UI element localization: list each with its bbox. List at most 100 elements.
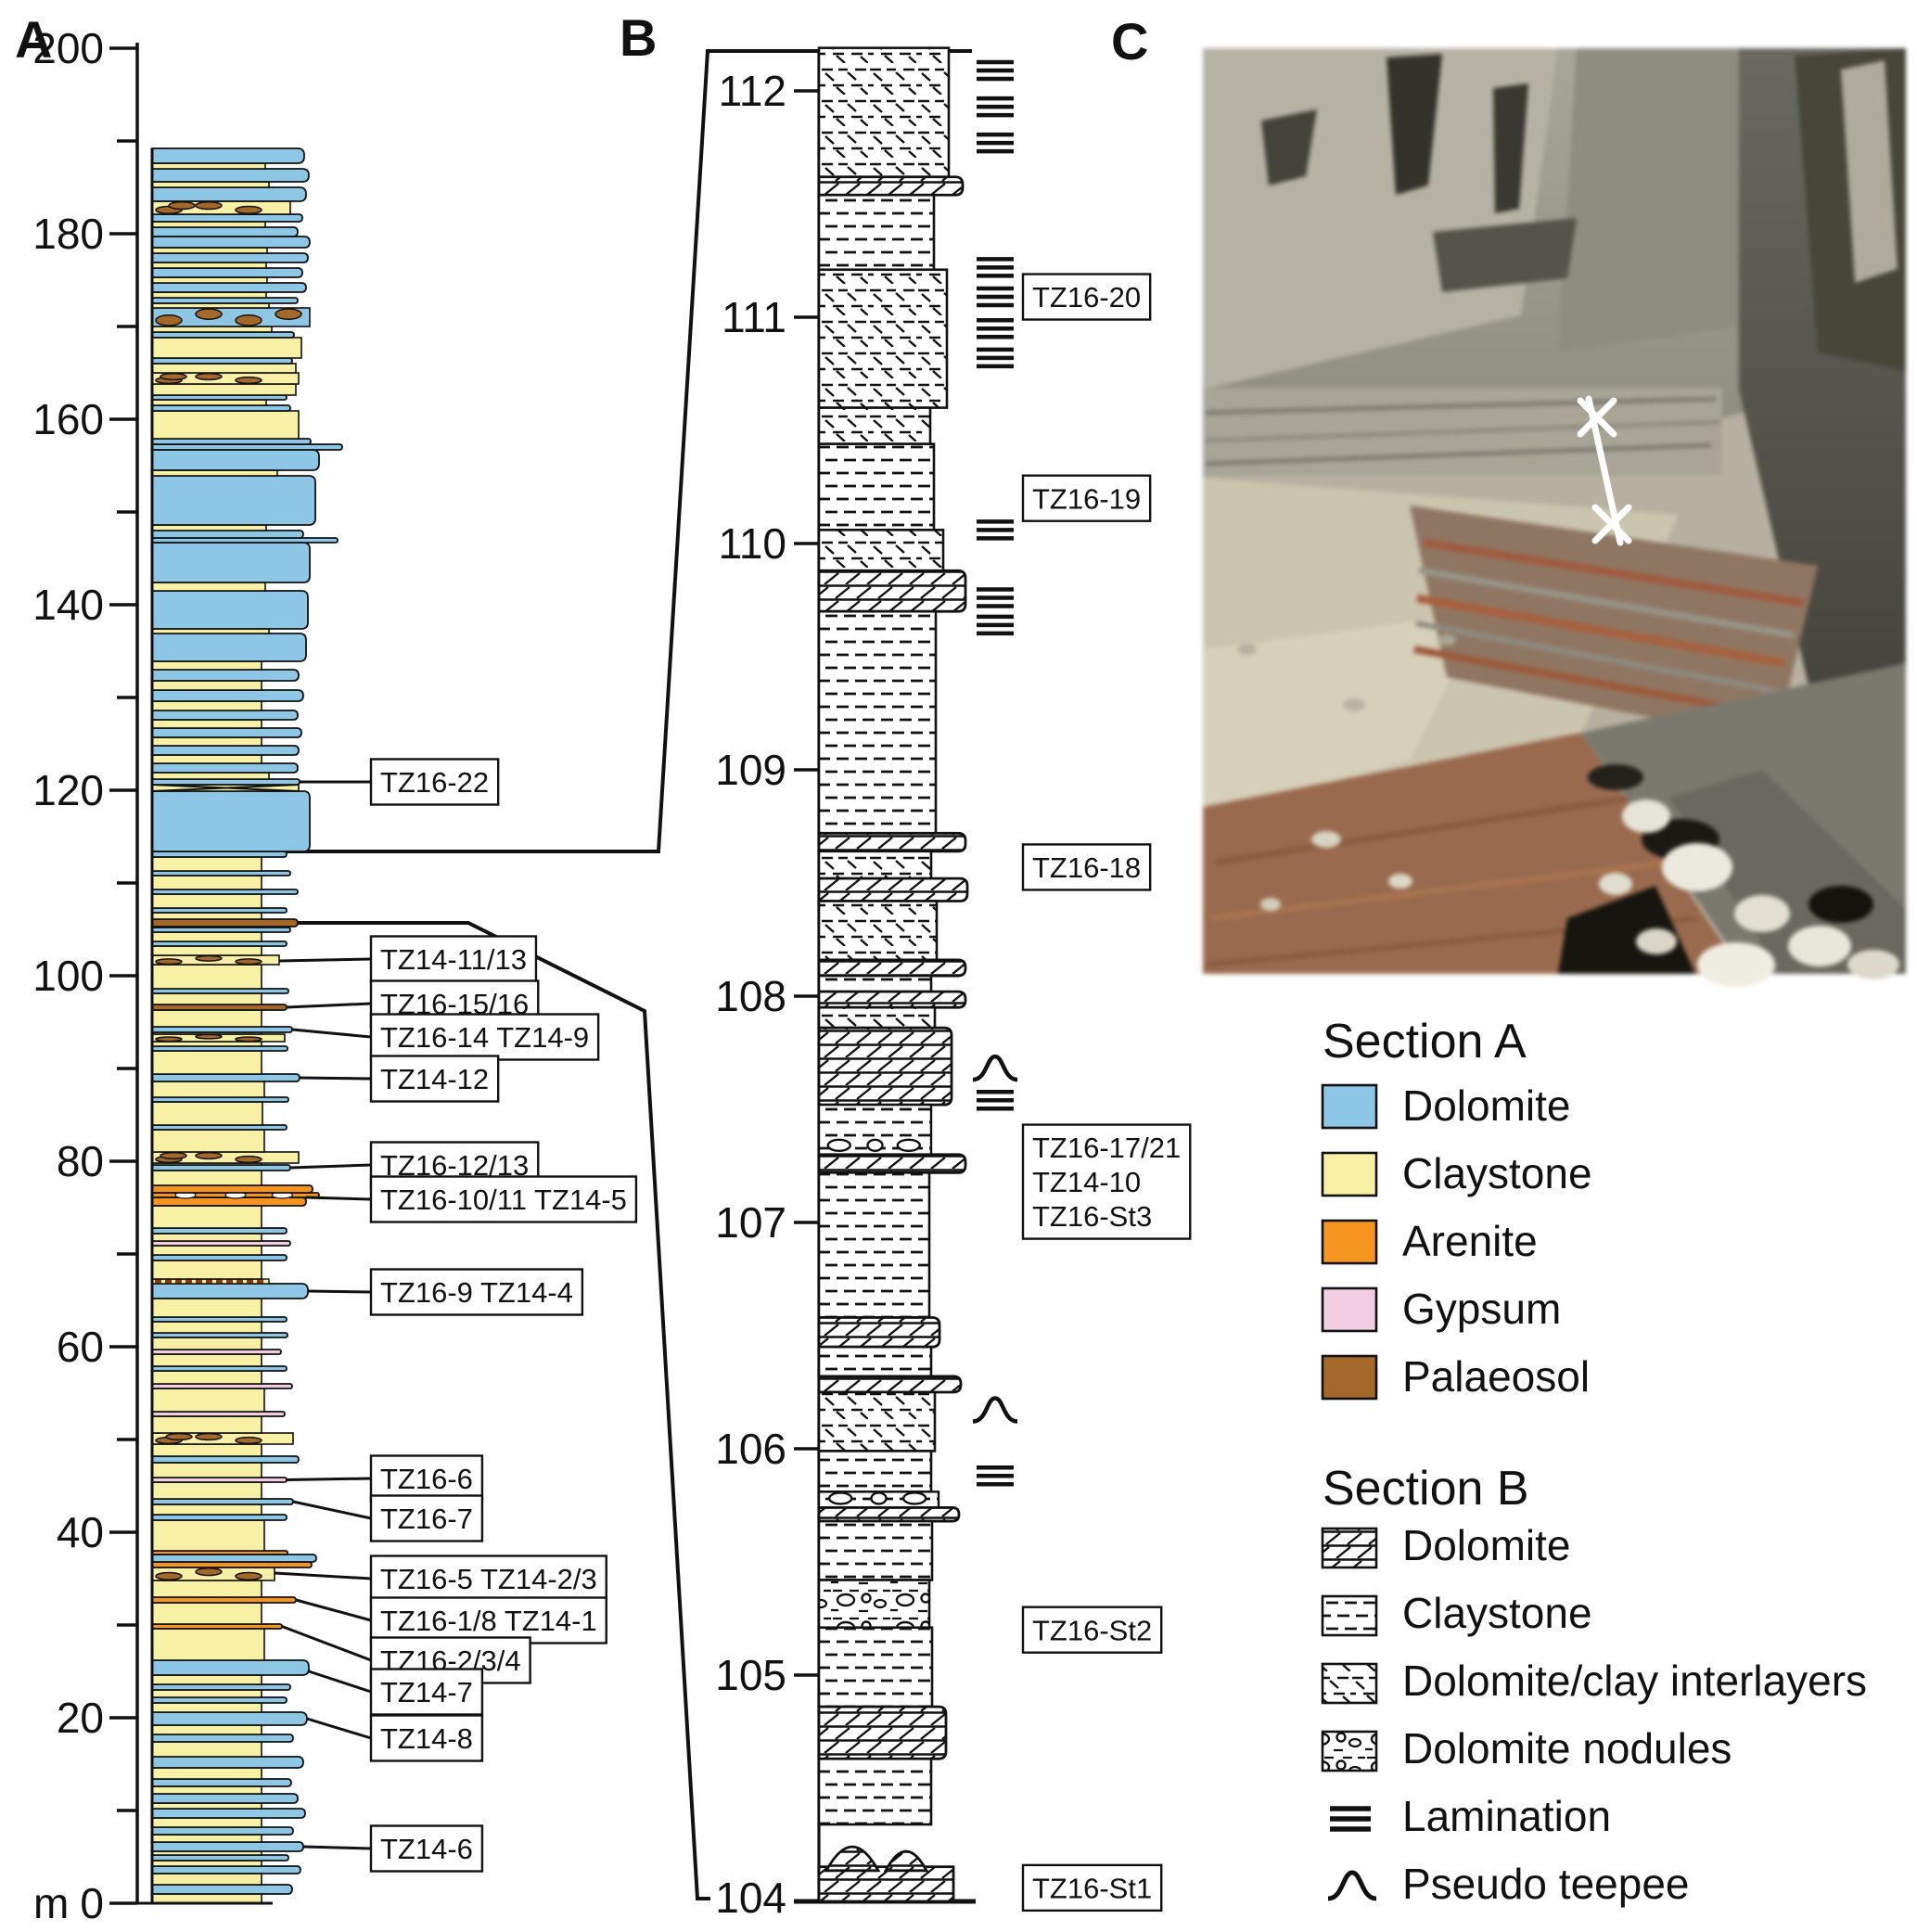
photo-shape bbox=[1205, 396, 1717, 416]
sample-label-border bbox=[369, 1494, 484, 1542]
layer-dolo bbox=[151, 870, 291, 876]
sample-label-box: TZ16-18 bbox=[1021, 843, 1152, 891]
layer-gypsum bbox=[151, 1349, 282, 1355]
layer-dolo bbox=[151, 168, 310, 183]
palaeosol-blob bbox=[195, 954, 223, 962]
legend-label: Dolomite bbox=[1402, 1081, 1571, 1130]
layer-dolo bbox=[151, 1884, 293, 1895]
layer-dolo bbox=[151, 449, 320, 471]
sample-label-box: TZ14-12 bbox=[369, 1055, 500, 1103]
photo-shape bbox=[1423, 539, 1805, 607]
sample-label-border bbox=[369, 1824, 484, 1873]
palaeosol-blob bbox=[155, 1571, 183, 1581]
layer-dolo bbox=[151, 1026, 293, 1033]
sample-callout-line bbox=[286, 1002, 372, 1009]
layer-claystone bbox=[151, 736, 262, 747]
layer-dolo bbox=[151, 1865, 301, 1874]
sample-callout-line bbox=[295, 1598, 372, 1622]
layer-claystone bbox=[151, 363, 297, 374]
layer-dolo bbox=[151, 1045, 288, 1052]
photo-shape bbox=[1697, 942, 1775, 987]
layer-dolo bbox=[151, 1498, 294, 1505]
layer-claystone bbox=[151, 1388, 265, 1413]
layer-dolo bbox=[151, 927, 291, 933]
unit-claystone bbox=[817, 442, 936, 531]
sample-label-text: TZ16-St3 bbox=[1032, 1200, 1152, 1233]
layer-claystone bbox=[151, 754, 262, 764]
palaeosol-blob bbox=[155, 958, 183, 966]
layer-dolo bbox=[151, 1514, 288, 1521]
palaeosol-blob bbox=[160, 372, 187, 381]
layer-claystone bbox=[151, 1205, 262, 1229]
pseudo-teepee-icon bbox=[972, 1396, 1018, 1424]
layer-claystone bbox=[151, 1337, 262, 1350]
axis-a-label: 80 bbox=[57, 1137, 104, 1185]
sample-label-text: TZ16-19 bbox=[1032, 482, 1141, 515]
layer-claystone bbox=[151, 931, 262, 942]
layer-dolo bbox=[151, 1554, 317, 1563]
sample-label-box: TZ14-11/13 bbox=[369, 935, 538, 983]
legend-label: Lamination bbox=[1402, 1792, 1611, 1840]
unit-interlayers bbox=[817, 1390, 937, 1452]
photo-shape bbox=[1416, 594, 1786, 668]
unit-dolomite bbox=[817, 1026, 953, 1107]
layer-claystone bbox=[151, 1702, 262, 1713]
photo-shape bbox=[1260, 898, 1281, 911]
sample-label-text: TZ14-8 bbox=[380, 1722, 473, 1755]
layer-claystone bbox=[151, 1741, 262, 1758]
layer-dolo bbox=[151, 147, 305, 164]
photo-shape bbox=[1209, 860, 1670, 921]
layer-claystone bbox=[151, 893, 262, 909]
layer-dolo bbox=[151, 727, 302, 738]
palaeosol-blob bbox=[235, 314, 262, 326]
lamination-icon bbox=[977, 1465, 1014, 1487]
layer-claystone bbox=[151, 1370, 262, 1385]
legend-lamination-icon bbox=[1330, 1806, 1371, 1832]
sample-label-text: TZ16-St1 bbox=[1032, 1873, 1152, 1905]
legend-label: Dolomite nodules bbox=[1402, 1724, 1732, 1772]
photo-shape bbox=[1415, 621, 1777, 694]
unit-claystone bbox=[817, 1519, 934, 1581]
layer-dolo bbox=[151, 438, 312, 445]
sample-label-text: TZ16-5 TZ14-2/3 bbox=[380, 1563, 597, 1595]
sample-callout-line bbox=[292, 1500, 372, 1520]
sample-label-text: TZ16-18 bbox=[1032, 851, 1141, 884]
axis-b-label: 110 bbox=[719, 519, 786, 568]
layer-claystone bbox=[151, 1873, 262, 1886]
unit-claystone bbox=[817, 1345, 933, 1378]
unit-claystone bbox=[817, 1450, 933, 1493]
dolomite-nodule bbox=[828, 1491, 853, 1505]
unit-claystone bbox=[817, 1171, 931, 1319]
axis-b-label: 109 bbox=[715, 746, 786, 794]
palaeosol-blob bbox=[195, 1567, 223, 1577]
palaeosol-blob bbox=[155, 1036, 183, 1043]
sample-label-box: TZ16-9 TZ14-4 bbox=[369, 1268, 584, 1316]
unit-claystone bbox=[817, 974, 933, 993]
photo-shape bbox=[1205, 420, 1721, 442]
axis-a-label: 100 bbox=[32, 952, 104, 1000]
outcrop-photo bbox=[1203, 48, 1906, 987]
section-b-column: 112 111 110 109 108 107 106 105 104 TZ16-20 TZ16-1… bbox=[708, 46, 1192, 1922]
layer-dolo bbox=[151, 889, 299, 895]
layer-dolo bbox=[151, 940, 288, 947]
pseudo-teepee-icon bbox=[972, 1054, 1018, 1082]
lamination-icon bbox=[977, 587, 1014, 608]
lamination-icon bbox=[977, 347, 1014, 369]
legend-swatch-pattern bbox=[1321, 1527, 1378, 1569]
layer-dolo bbox=[151, 236, 311, 249]
sample-label-text: TZ14-6 bbox=[380, 1833, 473, 1865]
legend-label: Claystone bbox=[1402, 1149, 1592, 1197]
layer-claystone bbox=[151, 945, 262, 956]
layer-dolo bbox=[151, 745, 300, 756]
sample-label-box: TZ16-1/8 TZ14-1 bbox=[369, 1596, 607, 1644]
axis-a-zero-label: 0 bbox=[80, 1879, 104, 1927]
layer-dolo bbox=[151, 1365, 288, 1372]
unit-interlayers bbox=[817, 529, 945, 572]
layer-claystone bbox=[151, 964, 262, 990]
photo-shape bbox=[1433, 218, 1577, 292]
photo-shape bbox=[1847, 950, 1899, 979]
dolomite-nodule bbox=[870, 1491, 888, 1505]
unit-interlayers bbox=[817, 46, 951, 179]
